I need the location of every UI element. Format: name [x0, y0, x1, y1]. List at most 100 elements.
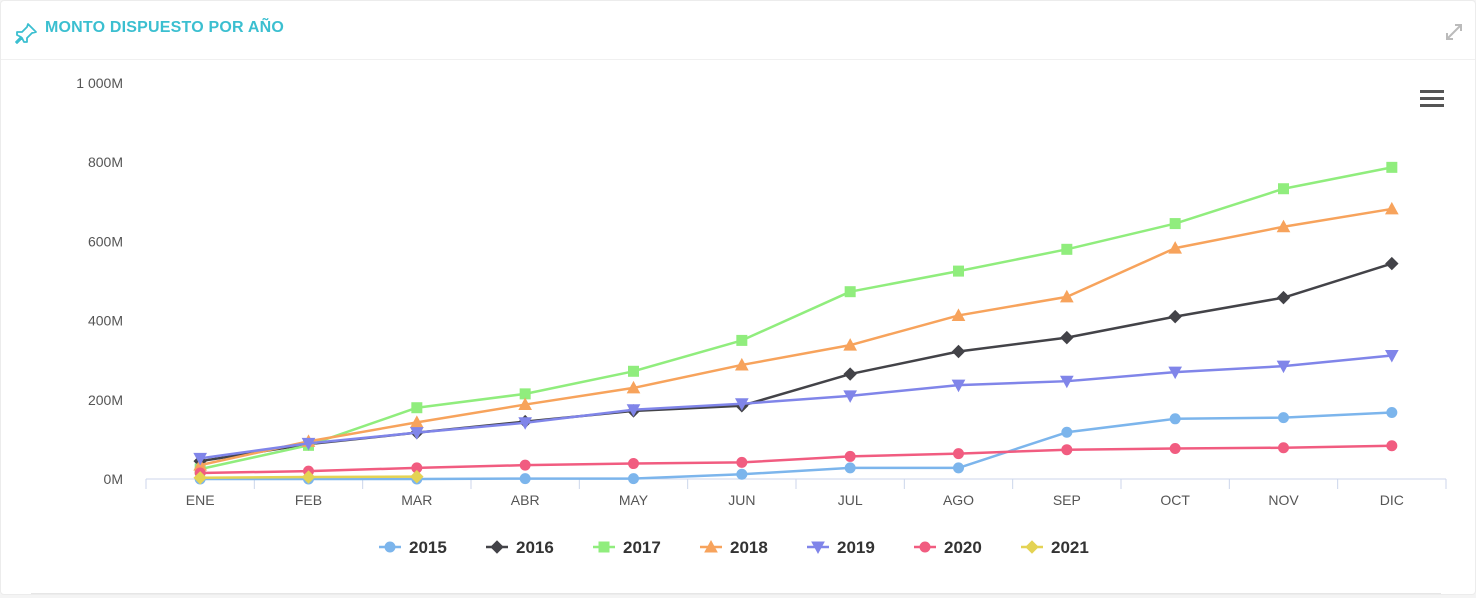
data-point [1276, 219, 1291, 233]
pin-icon [15, 23, 37, 44]
series-line-2016 [199, 262, 1393, 463]
x-tick-label: AGO [943, 492, 974, 508]
legend-symbol [811, 541, 825, 555]
series-2019 [193, 349, 1399, 466]
series-2020 [194, 440, 1398, 479]
series-2017 [194, 161, 1398, 475]
legend-label: 2021 [1051, 538, 1089, 557]
series-line-2020 [200, 444, 1392, 475]
data-point [1061, 444, 1073, 456]
legend-label: 2020 [944, 538, 982, 557]
legend-label: 2019 [837, 538, 875, 557]
data-point [1384, 201, 1399, 215]
data-point [193, 471, 207, 485]
data-point [1384, 349, 1399, 363]
series-line-2018 [199, 207, 1393, 467]
panel-header: MONTO DISPUESTO POR AÑO [1, 1, 1475, 60]
series-2018 [193, 201, 1399, 471]
data-point [1059, 289, 1074, 303]
data-point [409, 427, 424, 440]
data-point [843, 367, 857, 381]
data-point [626, 404, 641, 417]
data-point [843, 390, 858, 403]
data-point [1061, 426, 1073, 438]
legend-symbol [598, 541, 610, 553]
data-point [410, 469, 424, 484]
data-point [951, 379, 966, 393]
series-line-2019 [199, 354, 1392, 460]
data-point [1386, 440, 1398, 452]
legend-item-2021[interactable]: 2021 [1021, 538, 1089, 557]
data-point [628, 458, 639, 470]
data-point [1169, 443, 1181, 455]
data-point [518, 417, 533, 430]
data-point [1385, 256, 1399, 271]
data-point [736, 456, 748, 468]
legend-item-2016[interactable]: 2016 [486, 538, 554, 557]
data-point [844, 450, 856, 462]
y-tick-label: 0M [104, 471, 123, 487]
data-point [1061, 243, 1073, 255]
data-point [519, 473, 531, 485]
data-point [951, 308, 966, 321]
data-point [844, 462, 856, 474]
data-point [1169, 413, 1181, 425]
legend-symbol [704, 539, 718, 553]
legend-label: 2018 [730, 538, 768, 557]
data-point [1169, 218, 1181, 230]
legend-item-2018[interactable]: 2018 [700, 538, 768, 557]
x-tick-label: JUL [838, 492, 863, 508]
data-point [628, 365, 639, 377]
data-point [736, 334, 748, 346]
series-line-2017 [199, 166, 1393, 471]
x-tick-label: OCT [1160, 492, 1190, 508]
legend-symbol [490, 540, 504, 554]
hamburger-menu-icon[interactable] [1418, 87, 1446, 111]
y-tick-label: 600M [88, 233, 123, 249]
data-point [411, 402, 423, 414]
data-point [953, 462, 964, 474]
data-point [518, 397, 533, 411]
y-tick-label: 800M [88, 154, 123, 170]
legend-item-2020[interactable]: 2020 [914, 538, 982, 557]
data-point [1278, 183, 1289, 195]
legend-item-2019[interactable]: 2019 [807, 538, 875, 557]
data-point [1060, 330, 1074, 345]
bottom-divider [31, 593, 1441, 594]
data-point [1168, 366, 1183, 380]
data-point [1386, 161, 1398, 173]
data-point [951, 344, 966, 359]
data-point [1278, 412, 1289, 424]
data-point [734, 357, 749, 371]
expand-icon[interactable] [1443, 21, 1465, 43]
data-point [843, 338, 858, 351]
series-line-2015 [200, 411, 1392, 481]
data-point [519, 388, 531, 400]
x-tick-label: NOV [1268, 492, 1299, 508]
legend[interactable]: 2015 2016 2017 2018 2019 2020 2021 [379, 538, 1089, 557]
legend-item-2015[interactable]: 2015 [379, 538, 447, 557]
series-layer [193, 161, 1399, 485]
legend-label: 2017 [623, 538, 661, 557]
data-point [519, 459, 531, 471]
data-point [301, 437, 316, 451]
data-point [1278, 442, 1289, 454]
data-point [1276, 360, 1291, 374]
data-point [1059, 375, 1074, 389]
series-2021 [193, 469, 424, 485]
y-tick-label: 400M [88, 313, 123, 329]
axes-layer: ENE FEB MAR ABR MAY JUN JUL AGO SEP OCT NOV DIC 0M 20… [76, 75, 1447, 508]
data-point [193, 452, 208, 466]
data-point [953, 265, 964, 277]
data-point [1276, 290, 1291, 305]
data-point [626, 380, 641, 394]
x-tick-label: ABR [511, 492, 540, 508]
legend-symbol [1025, 540, 1039, 554]
legend-item-2017[interactable]: 2017 [593, 538, 661, 557]
data-point [736, 468, 748, 480]
legend-label: 2016 [516, 538, 554, 557]
x-tick-label: DIC [1380, 492, 1404, 508]
data-point [953, 448, 964, 460]
panel-title: MONTO DISPUESTO POR AÑO [45, 19, 284, 36]
